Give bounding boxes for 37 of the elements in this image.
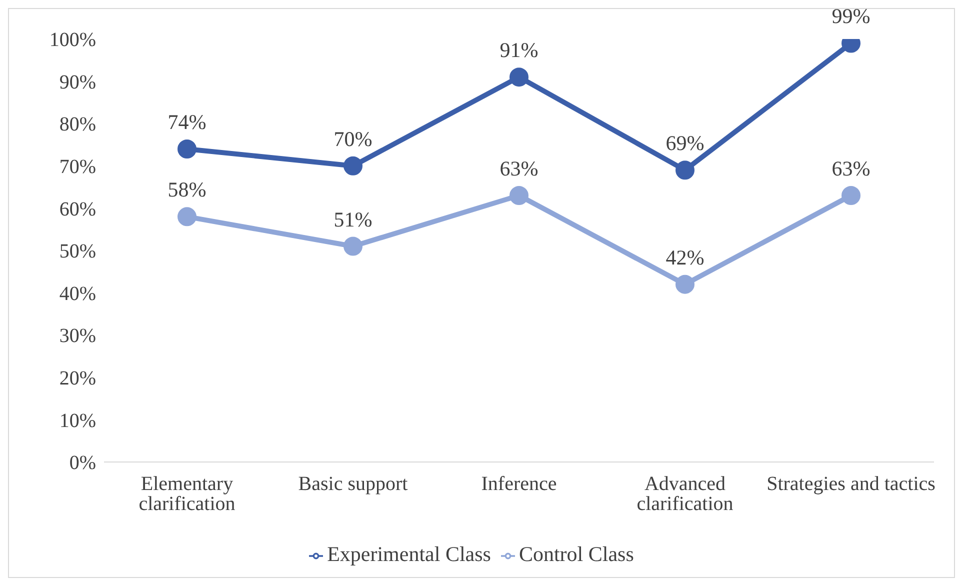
- y-tick-label: 40%: [59, 282, 96, 305]
- y-tick-label: 60%: [59, 198, 96, 220]
- data-label: 70%: [334, 126, 372, 151]
- point: [676, 160, 694, 180]
- y-tick-label: 20%: [59, 368, 96, 390]
- y-tick-label: 0%: [69, 452, 96, 474]
- point: [510, 186, 528, 206]
- y-tick-label: 80%: [59, 114, 96, 136]
- x-tick-label: Inference: [481, 473, 557, 496]
- data-label: 42%: [666, 245, 704, 270]
- x-tick-label: Advanced clarification: [636, 473, 734, 516]
- y-tick-label: 50%: [59, 240, 96, 263]
- y-tick-label: 10%: [59, 410, 96, 432]
- data-label: 99%: [832, 4, 870, 28]
- point: [344, 236, 362, 256]
- point: [178, 207, 196, 226]
- data-label: 63%: [832, 156, 870, 181]
- legend-label: Control Class: [518, 542, 634, 566]
- point: [344, 156, 362, 176]
- data-label: 69%: [666, 131, 704, 156]
- point: [676, 274, 694, 294]
- data-label: 58%: [168, 178, 206, 202]
- data-label: 74%: [168, 110, 206, 134]
- point: [842, 186, 860, 206]
- legend-label: Experimental Class: [327, 542, 491, 566]
- point: [178, 139, 196, 158]
- y-tick-label: 30%: [59, 325, 96, 348]
- x-tick-label: Strategies and tactics: [766, 473, 936, 496]
- data-label: 63%: [500, 156, 538, 181]
- y-tick-label: 100%: [49, 29, 96, 52]
- y-tick-label: 90%: [59, 71, 96, 94]
- point: [510, 68, 528, 87]
- data-label: 91%: [500, 38, 538, 62]
- x-tick-label: Elementary clarification: [138, 473, 236, 516]
- x-tick-label: Basic support: [298, 473, 408, 496]
- data-label: 51%: [334, 207, 372, 232]
- y-tick-label: 70%: [59, 156, 96, 178]
